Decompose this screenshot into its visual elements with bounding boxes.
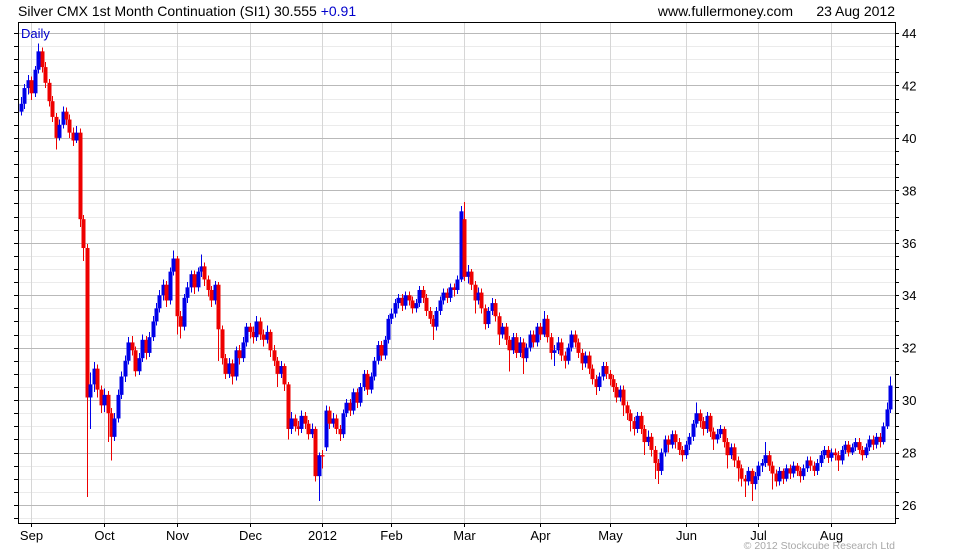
page-title: Silver CMX 1st Month Continuation (SI1) … <box>18 3 356 19</box>
svg-text:26: 26 <box>902 498 916 513</box>
frequency-label: Daily <box>21 26 50 41</box>
svg-text:Sep: Sep <box>20 528 43 543</box>
svg-text:42: 42 <box>902 78 916 93</box>
svg-text:30: 30 <box>902 393 916 408</box>
price-change: +0.91 <box>320 3 357 19</box>
svg-text:2012: 2012 <box>308 528 337 543</box>
svg-text:Mar: Mar <box>453 528 476 543</box>
svg-text:Oct: Oct <box>94 528 115 543</box>
svg-text:Jun: Jun <box>676 528 697 543</box>
copyright-label: © 2012 Stockcube Research Ltd <box>743 540 895 552</box>
svg-text:Nov: Nov <box>166 528 190 543</box>
svg-text:28: 28 <box>902 446 916 461</box>
svg-text:36: 36 <box>902 236 916 251</box>
svg-text:32: 32 <box>902 341 916 356</box>
svg-text:Feb: Feb <box>380 528 402 543</box>
svg-text:40: 40 <box>902 131 916 146</box>
svg-text:Dec: Dec <box>239 528 263 543</box>
svg-text:Aug: Aug <box>820 528 843 543</box>
svg-text:44: 44 <box>902 26 916 41</box>
website-label: www.fullermoney.com <box>657 3 793 19</box>
svg-text:May: May <box>598 528 623 543</box>
svg-text:Jul: Jul <box>750 528 767 543</box>
svg-text:34: 34 <box>902 288 916 303</box>
instrument-title: Silver CMX 1st Month Continuation (SI1) … <box>18 3 317 19</box>
chart-date: 23 Aug 2012 <box>816 3 895 19</box>
svg-text:38: 38 <box>902 183 916 198</box>
svg-text:Apr: Apr <box>530 528 551 543</box>
